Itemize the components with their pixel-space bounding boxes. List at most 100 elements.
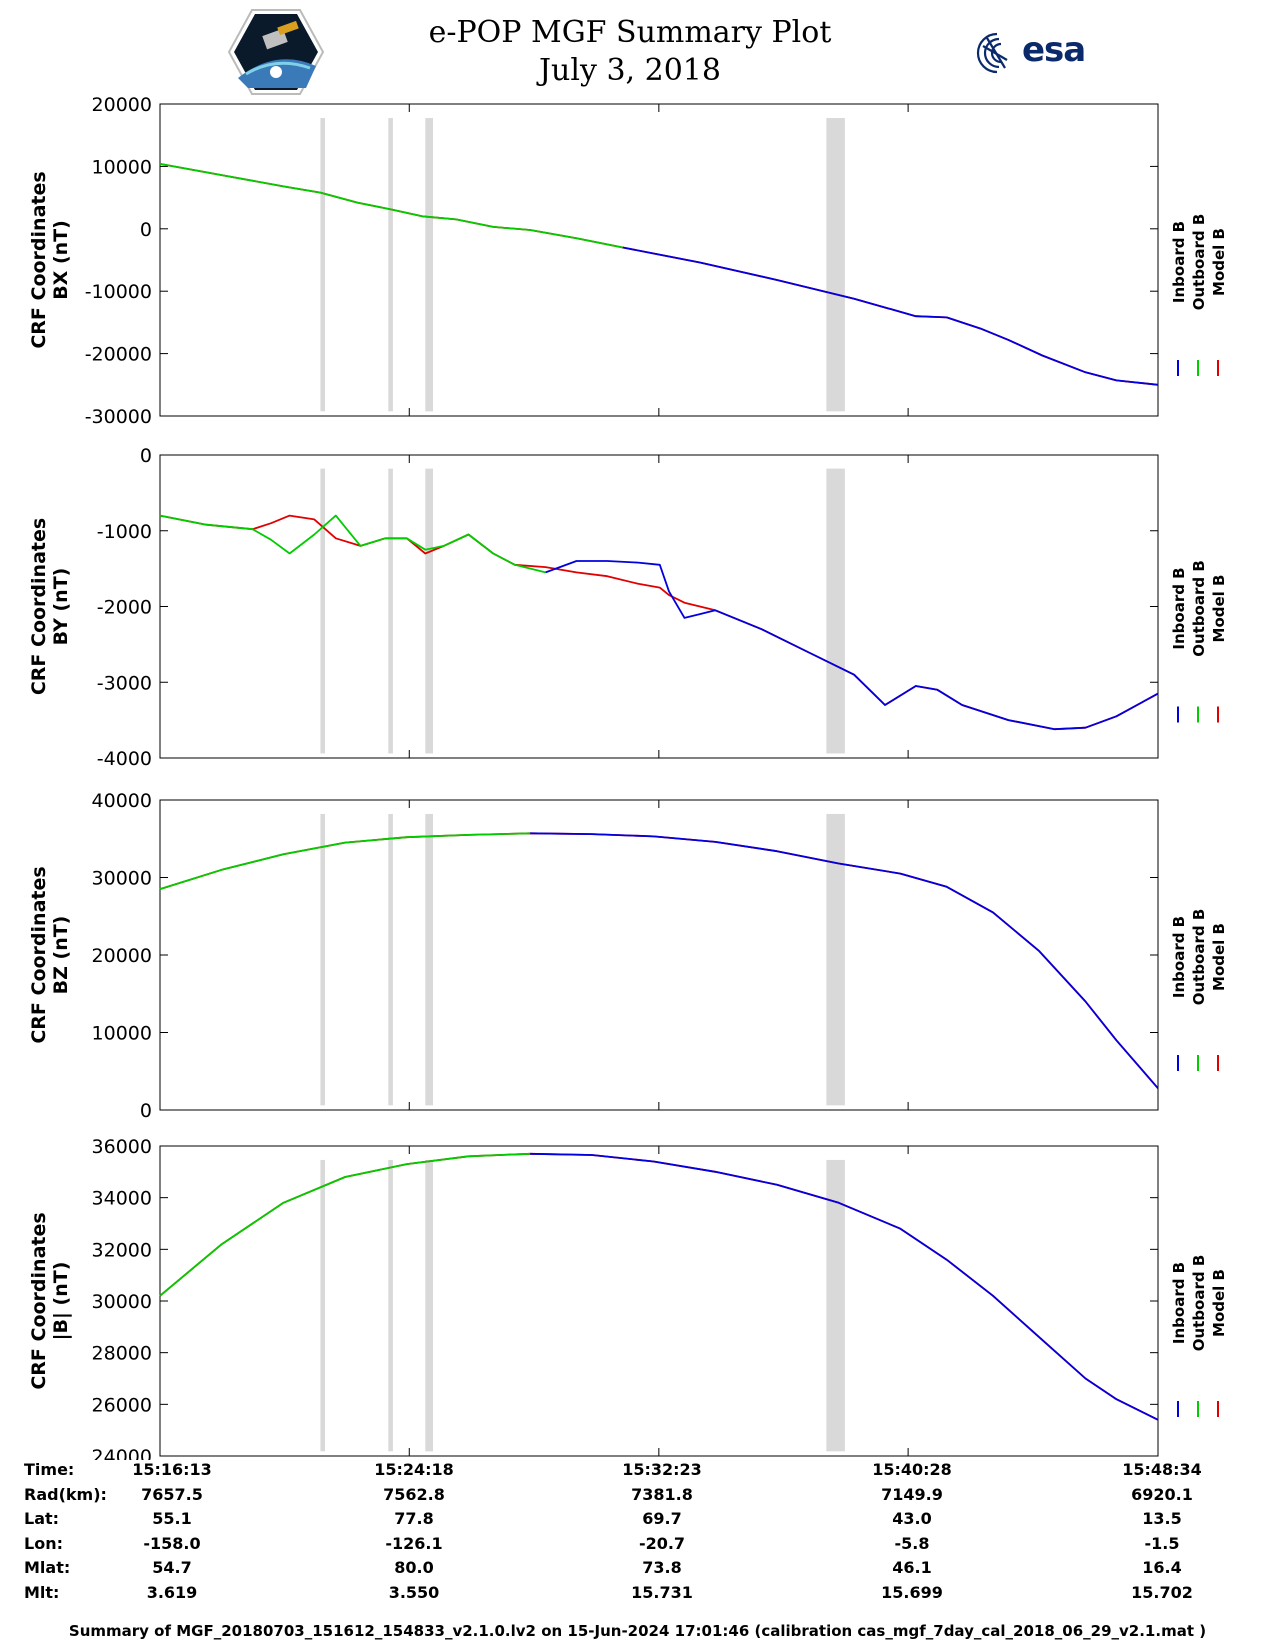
y-tick-label: 20000	[92, 94, 152, 116]
ephemeris-label: Lon:	[24, 1533, 63, 1553]
y-tick-label: -20000	[85, 344, 152, 366]
y-tick-label: 30000	[92, 868, 152, 890]
ephemeris-row: Lon: -158.0 -126.1 -20.7 -5.8 -1.5	[0, 1534, 1275, 1558]
y-axis-label-line-1: CRF Coordinates	[28, 1212, 50, 1389]
series-line-outboard-b	[159, 163, 623, 249]
header: e-POP MGF Summary Plot July 3, 2018 esa	[0, 0, 1275, 100]
legend-label: Outboard B	[1190, 1255, 1208, 1352]
y-tick-label: 34000	[92, 1188, 152, 1210]
data-gap-1	[320, 813, 326, 1106]
ephemeris-value: -158.0	[143, 1533, 201, 1553]
data-gap-4	[826, 813, 845, 1106]
ephemeris-value: 15:32:23	[622, 1460, 702, 1479]
ephemeris-label: Mlat:	[24, 1558, 71, 1577]
cassiope-mission-logo	[228, 9, 324, 95]
y-tick-label: 26000	[92, 1394, 152, 1416]
ephemeris-value: 7657.5	[141, 1484, 203, 1504]
plot-frame	[159, 103, 1159, 417]
y-axis-label-line-1: CRF Coordinates	[28, 866, 50, 1043]
y-tick-label: 0	[140, 1100, 152, 1122]
y-tick-label: 10000	[92, 1023, 152, 1045]
legend-label: Outboard B	[1190, 214, 1208, 311]
ephemeris-value: 15:24:18	[374, 1460, 454, 1479]
y-tick-label: 36000	[92, 1136, 152, 1158]
y-axis-label-line-1: CRF Coordinates	[28, 518, 50, 695]
ephemeris-value: 54.7	[152, 1558, 192, 1577]
data-gap-1	[320, 118, 326, 412]
legend-label: Inboard B	[1170, 221, 1188, 303]
ephemeris-row: Lat: 55.1 77.8 69.7 43.0 13.5	[0, 1509, 1275, 1533]
ephemeris-value: 69.7	[642, 1509, 682, 1528]
chart-panel-2: -4000 -3000 -2000 -1000 0 CRF Coordinates BY (…	[28, 445, 1228, 770]
ephemeris-value: 73.8	[642, 1558, 682, 1577]
y-axis-label-line-2: BY (nT)	[50, 568, 72, 646]
series-line-model-b	[159, 1152, 1159, 1421]
y-tick-label: -1000	[97, 521, 152, 543]
data-gap-3	[425, 118, 434, 412]
ephemeris-value: 13.5	[1142, 1509, 1182, 1528]
y-tick-label: 40000	[92, 790, 152, 812]
ephemeris-value: 6920.1	[1131, 1484, 1193, 1504]
ephemeris-value: 55.1	[152, 1509, 192, 1528]
ephemeris-value: 80.0	[394, 1558, 434, 1577]
ephemeris-value: 15:40:28	[872, 1460, 952, 1479]
y-tick-label: -10000	[85, 281, 152, 303]
legend-label: Inboard B	[1170, 567, 1188, 649]
page-title: e-POP MGF Summary Plot July 3, 2018	[400, 14, 860, 90]
plot-frame	[159, 454, 1159, 759]
esa-logo	[976, 32, 1008, 74]
ephemeris-value: -5.8	[894, 1533, 930, 1553]
ephemeris-value: 15:48:34	[1122, 1460, 1202, 1479]
data-gap-4	[826, 1159, 845, 1452]
y-tick-label: -4000	[97, 748, 152, 770]
ephemeris-row: Time: 15:16:13 15:24:18 15:32:23 15:40:28 15:…	[0, 1460, 1275, 1484]
ephemeris-table: Time: 15:16:13 15:24:18 15:32:23 15:40:28 15:…	[0, 1460, 1275, 1620]
chart-panel-4: 24000 26000 28000 30000 32000 34000 36000 CRF C…	[28, 1136, 1228, 1460]
legend-label: Model B	[1210, 228, 1228, 296]
series-line-model-b	[159, 832, 1159, 1089]
y-axis-label-line-2: |B| (nT)	[50, 1262, 72, 1341]
y-tick-label: 0	[140, 219, 152, 241]
data-gap-1	[320, 468, 326, 754]
ephemeris-value: -126.1	[385, 1533, 443, 1553]
y-tick-label: 20000	[92, 945, 152, 967]
chart-panel-1: -30000 -20000 -10000 0 10000 20000 CRF Coordin…	[28, 94, 1228, 428]
ephemeris-label: Lat:	[24, 1509, 60, 1528]
ephemeris-row: Mlt: 3.619 3.550 15.731 15.699 15.702	[0, 1583, 1275, 1607]
ephemeris-value: -1.5	[1144, 1533, 1180, 1553]
data-gap-2	[388, 468, 393, 754]
ephemeris-label: Mlt:	[24, 1582, 60, 1602]
y-tick-label: -2000	[97, 597, 152, 619]
ephemeris-value: 77.8	[394, 1509, 434, 1528]
ephemeris-value: 7149.9	[881, 1484, 943, 1504]
series-line-outboard-b	[159, 514, 546, 574]
ephemeris-value: 7562.8	[383, 1484, 445, 1504]
ephemeris-label: Time:	[24, 1460, 75, 1479]
ephemeris-value: 15:16:13	[132, 1460, 212, 1479]
series-line-outboard-b	[159, 832, 531, 890]
series-line-inboard-b	[530, 832, 1159, 1089]
ephemeris-value: 3.619	[146, 1582, 198, 1602]
data-gap-4	[826, 468, 845, 754]
series-line-model-b	[159, 514, 1159, 731]
legend-label: Model B	[1210, 1269, 1228, 1337]
legend-label: Outboard B	[1190, 560, 1208, 657]
footer-caption: Summary of MGF_20180703_151612_154833_v2…	[68, 1622, 1207, 1640]
ephemeris-value: 15.699	[881, 1582, 943, 1602]
legend-label: Outboard B	[1190, 909, 1208, 1006]
title-line-1: e-POP MGF Summary Plot	[428, 15, 832, 50]
y-axis-label-line-1: CRF Coordinates	[28, 171, 50, 348]
series-line-inboard-b	[545, 560, 1159, 731]
ephemeris-row: Rad(km): 7657.5 7562.8 7381.8 7149.9 6920.1	[0, 1485, 1275, 1509]
y-axis-label-line-2: BZ (nT)	[50, 916, 72, 995]
data-gap-3	[425, 1159, 434, 1452]
ephemeris-value: 7381.8	[631, 1484, 693, 1504]
chart-panel-3: 0 10000 20000 30000 40000 CRF Coordinates BZ (…	[28, 790, 1228, 1122]
legend-label: Model B	[1210, 575, 1228, 643]
ephemeris-value: -20.7	[638, 1533, 686, 1553]
y-tick-label: 30000	[92, 1291, 152, 1313]
data-gap-1	[320, 1159, 326, 1452]
data-gap-2	[388, 1159, 393, 1452]
data-gap-2	[388, 813, 393, 1106]
